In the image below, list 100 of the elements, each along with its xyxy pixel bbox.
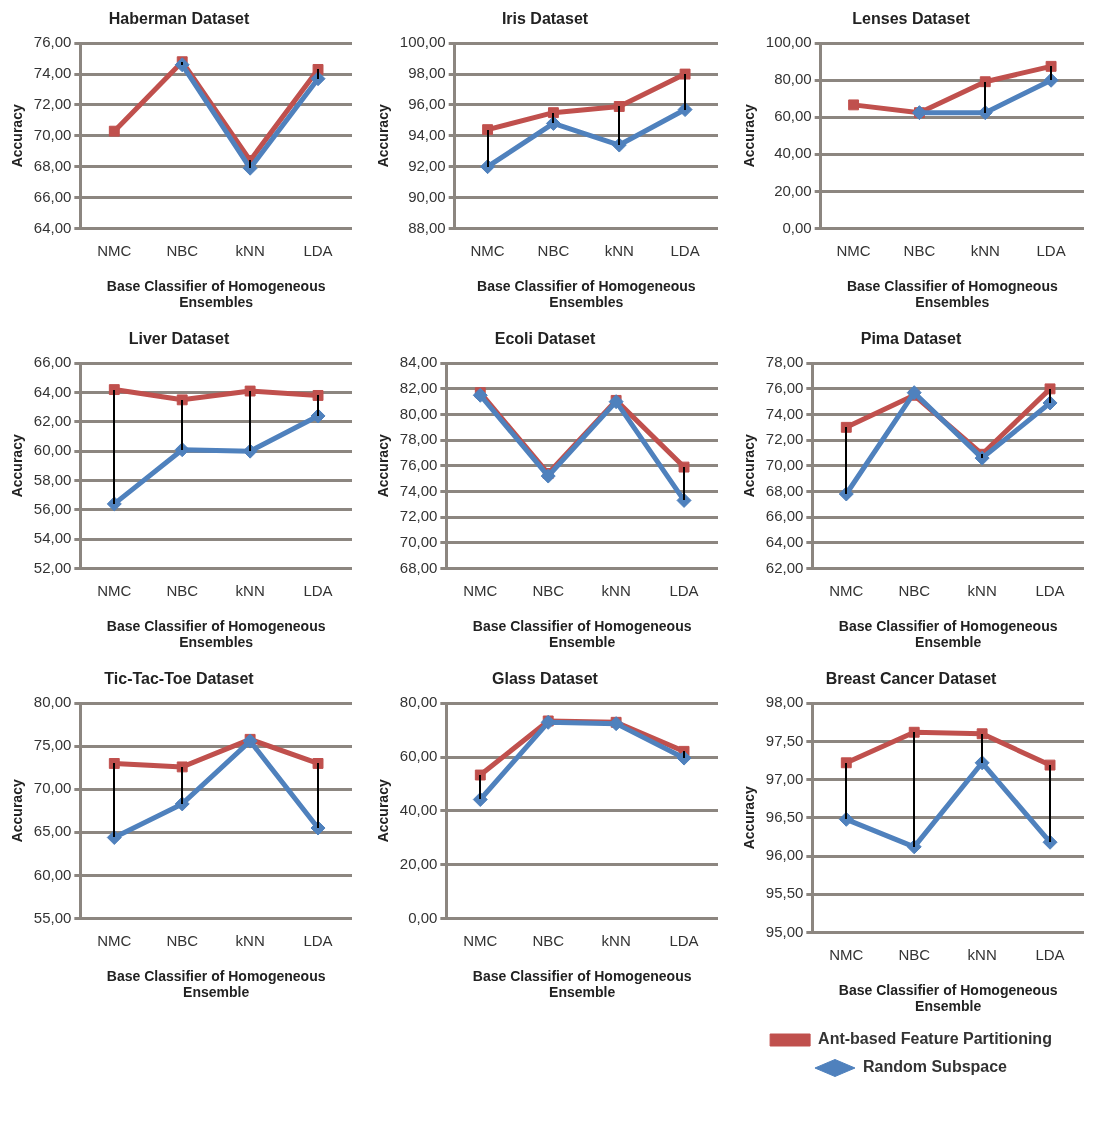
- x-axis-title: Base Classifier of Homogeneous Ensembles: [477, 277, 696, 311]
- legend-label: Ant-based Feature Partitioning: [818, 1030, 1052, 1048]
- x-tick-label: LDA: [1035, 581, 1065, 599]
- x-tick-label: LDA: [1035, 945, 1065, 963]
- y-tick-label: 60,00: [33, 441, 72, 459]
- chart-title: Haberman Dataset: [108, 10, 250, 28]
- x-tick-label: kNN: [967, 581, 997, 599]
- y-tick-label: 97,50: [765, 731, 804, 749]
- x-tick-label: NBC: [898, 581, 931, 599]
- y-tick-label: 0,00: [408, 908, 438, 926]
- y-tick-label: 94,00: [408, 125, 446, 143]
- y-tick-label: 70,00: [765, 455, 804, 473]
- x-tick-label: NBC: [532, 931, 565, 949]
- y-tick-label: 76,00: [399, 455, 438, 473]
- y-tick-label: 70,00: [33, 779, 72, 797]
- y-axis-title: Accuracy: [9, 434, 26, 498]
- y-tick-label: 82,00: [399, 378, 438, 396]
- x-tick-label: kNN: [601, 581, 631, 599]
- chart-title: Tic-Tac-Toe Dataset: [104, 670, 255, 688]
- y-tick-label: 52,00: [33, 558, 72, 576]
- y-tick-label: 76,00: [765, 378, 804, 396]
- x-tick-label: NMC: [97, 931, 132, 949]
- chart-title: Ecoli Dataset: [494, 330, 596, 348]
- y-tick-label: 100,00: [399, 33, 446, 51]
- y-tick-label: 68,00: [399, 558, 438, 576]
- y-tick-label: 72,00: [33, 95, 72, 113]
- x-tick-label: NMC: [829, 945, 864, 963]
- y-axis-title: Accuracy: [741, 786, 758, 850]
- y-tick-label: 80,00: [33, 693, 72, 711]
- y-tick-label: 40,00: [774, 144, 812, 162]
- x-tick-label: NBC: [532, 581, 565, 599]
- x-axis-title: Base Classifier of Homogeneous Ensemble: [472, 617, 692, 651]
- x-tick-label: NBC: [537, 241, 570, 259]
- y-tick-label: 95,00: [765, 922, 804, 940]
- y-tick-label: 0,00: [782, 218, 812, 236]
- chart-title: Glass Dataset: [492, 670, 599, 688]
- y-tick-label: 76,00: [33, 33, 72, 51]
- y-tick-label: 80,00: [399, 693, 438, 711]
- y-tick-label: 100,00: [765, 33, 812, 51]
- y-tick-label: 84,00: [399, 353, 438, 371]
- y-tick-label: 56,00: [33, 499, 72, 517]
- y-axis-title: Accuracy: [375, 434, 392, 498]
- x-tick-label: NMC: [97, 241, 132, 259]
- x-axis-title: Base Classifier of Homogeneous Ensemble: [106, 967, 326, 1001]
- y-tick-label: 55,00: [33, 908, 72, 926]
- y-tick-label: 40,00: [399, 800, 438, 818]
- x-tick-label: LDA: [669, 581, 699, 599]
- y-tick-label: 75,00: [33, 736, 72, 754]
- x-tick-label: NMC: [463, 931, 498, 949]
- y-tick-label: 60,00: [33, 865, 72, 883]
- y-tick-label: 92,00: [408, 156, 446, 174]
- y-tick-label: 66,00: [765, 507, 804, 525]
- y-tick-label: 62,00: [33, 411, 72, 429]
- x-axis-title: Base Classifier of Homogeneous Ensemble: [472, 967, 692, 1001]
- y-tick-label: 95,50: [765, 884, 804, 902]
- x-tick-label: NMC: [836, 241, 871, 259]
- x-tick-label: LDA: [1036, 241, 1066, 259]
- x-tick-label: kNN: [235, 241, 265, 259]
- x-tick-label: NBC: [898, 945, 931, 963]
- y-tick-label: 96,00: [408, 95, 446, 113]
- y-tick-label: 88,00: [408, 218, 446, 236]
- x-tick-label: NBC: [903, 241, 936, 259]
- y-tick-label: 65,00: [33, 822, 72, 840]
- y-axis-title: Accuracy: [9, 104, 26, 168]
- y-tick-label: 54,00: [33, 529, 72, 547]
- y-tick-label: 96,00: [765, 846, 804, 864]
- x-tick-label: kNN: [235, 931, 265, 949]
- y-axis-title: Accuracy: [741, 104, 758, 168]
- x-tick-label: NMC: [470, 241, 505, 259]
- y-tick-label: 60,00: [774, 107, 812, 125]
- chart-title: Liver Dataset: [128, 330, 230, 348]
- chart-title: Iris Dataset: [501, 10, 589, 28]
- y-tick-label: 66,00: [33, 187, 72, 205]
- x-tick-label: kNN: [970, 241, 1000, 259]
- y-tick-label: 64,00: [33, 218, 72, 236]
- y-axis-title: Accuracy: [375, 104, 392, 168]
- x-tick-label: NBC: [166, 581, 199, 599]
- y-tick-label: 64,00: [765, 532, 804, 550]
- x-tick-label: kNN: [967, 945, 997, 963]
- x-tick-label: kNN: [235, 581, 265, 599]
- y-tick-label: 98,00: [408, 64, 446, 82]
- x-tick-label: NMC: [463, 581, 498, 599]
- y-tick-label: 98,00: [765, 693, 804, 711]
- y-tick-label: 70,00: [399, 532, 438, 550]
- x-tick-label: kNN: [601, 931, 631, 949]
- x-tick-label: NMC: [97, 581, 132, 599]
- x-axis-title: Base Classifier of Homogeneous Ensembles: [106, 617, 326, 651]
- y-tick-label: 68,00: [33, 156, 72, 174]
- x-tick-label: NBC: [166, 241, 199, 259]
- y-tick-label: 72,00: [399, 507, 438, 525]
- x-axis-title: Base Classifier of Homogeneous Ensembles: [106, 277, 326, 311]
- chart-title: Pima Dataset: [860, 330, 962, 348]
- chart-title: Lenses Dataset: [852, 10, 971, 28]
- y-tick-label: 72,00: [765, 430, 804, 448]
- x-tick-label: NBC: [166, 931, 199, 949]
- y-tick-label: 78,00: [399, 430, 438, 448]
- x-axis-title: Base Classifier of Homogneous Ensembles: [846, 277, 1058, 311]
- x-tick-label: LDA: [303, 241, 333, 259]
- x-axis-title: Base Classifier of Homogeneous Ensemble: [838, 981, 1058, 1015]
- y-tick-label: 70,00: [33, 125, 72, 143]
